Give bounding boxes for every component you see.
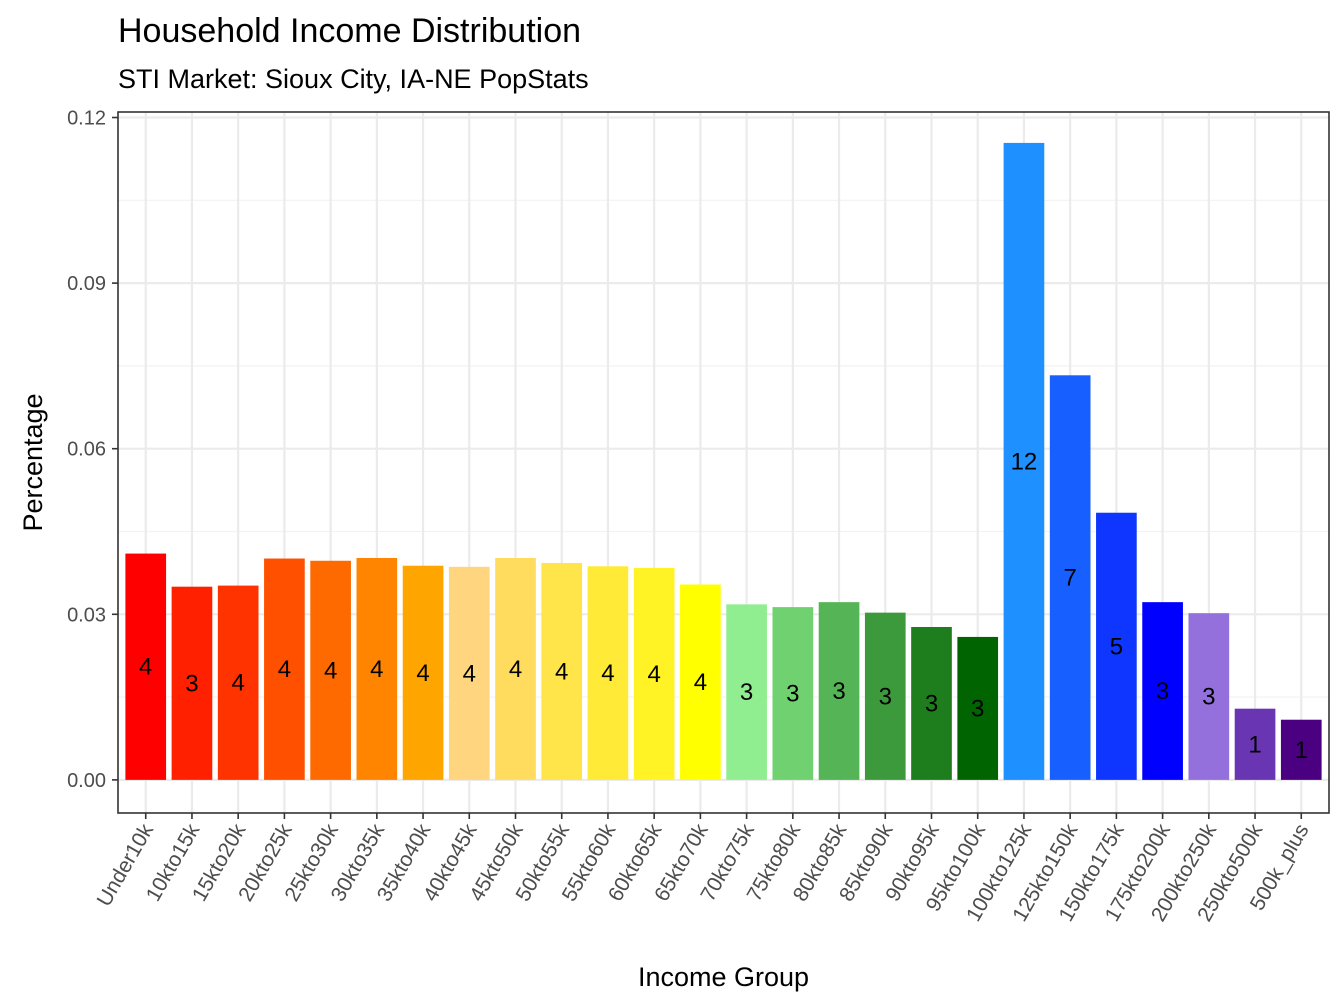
bar-85kto90k bbox=[864, 612, 906, 780]
y-tick-label: 0.06 bbox=[67, 439, 106, 461]
bar-200kto250k bbox=[1188, 613, 1230, 780]
bar-35kto40k bbox=[402, 565, 444, 780]
bar-75kto80k bbox=[772, 607, 814, 780]
bar-20kto25k bbox=[264, 558, 305, 780]
bar-250kto500k bbox=[1234, 708, 1276, 780]
bar-data-label: 4 bbox=[555, 658, 568, 685]
y-axis-title: Percentage bbox=[18, 393, 48, 531]
y-tick-label: 0.12 bbox=[67, 108, 106, 130]
bar-data-label: 4 bbox=[647, 661, 660, 688]
bar-25kto30k bbox=[310, 560, 351, 780]
bar-data-label: 3 bbox=[1202, 684, 1215, 711]
bar-data-label: 3 bbox=[185, 670, 198, 697]
bar-10kto15k bbox=[171, 586, 213, 780]
bar-data-label: 4 bbox=[463, 660, 476, 687]
bar-data-label: 3 bbox=[1156, 678, 1169, 705]
bar-50kto55k bbox=[541, 562, 583, 780]
bar-data-label: 1 bbox=[1295, 737, 1308, 764]
bar-data-label: 1 bbox=[1248, 731, 1261, 758]
bar-30kto35k bbox=[356, 557, 398, 780]
bar-175kto200k bbox=[1142, 602, 1183, 780]
bar-data-label: 3 bbox=[832, 678, 845, 705]
bar-data-label: 3 bbox=[971, 695, 984, 722]
bar-data-label: 4 bbox=[324, 657, 337, 684]
bar-55kto60k bbox=[587, 566, 629, 780]
panel-border bbox=[117, 111, 1330, 814]
bar-data-label: 4 bbox=[601, 660, 614, 687]
bar-45kto50k bbox=[495, 557, 536, 780]
bar-data-label: 4 bbox=[278, 656, 291, 683]
bar-80kto85k bbox=[818, 602, 860, 780]
bar-data-label: 4 bbox=[139, 654, 152, 681]
bar-65kto70k bbox=[680, 584, 721, 780]
bar-data-label: 4 bbox=[509, 656, 522, 683]
bar-data-label: 3 bbox=[925, 690, 938, 717]
bar-data-label: 12 bbox=[1011, 448, 1038, 475]
chart-title: Household Income Distribution bbox=[118, 12, 582, 50]
bar-data-label: 4 bbox=[416, 660, 429, 687]
bar-100kto125k bbox=[1003, 142, 1045, 780]
bar-90kto95k bbox=[911, 626, 952, 780]
bar-data-label: 3 bbox=[786, 680, 799, 707]
y-tick-label: 0.09 bbox=[67, 273, 106, 295]
bar-70kto75k bbox=[726, 604, 767, 780]
bar-500k_plus bbox=[1280, 719, 1322, 780]
bar-data-label: 4 bbox=[231, 670, 244, 697]
bar-data-label: 4 bbox=[694, 669, 707, 696]
bar-under10k bbox=[125, 553, 167, 780]
bar-data-label: 4 bbox=[370, 656, 383, 683]
bar-data-label: 3 bbox=[879, 683, 892, 710]
bar-125kto150k bbox=[1049, 375, 1091, 780]
y-tick-label: 0.03 bbox=[67, 604, 106, 626]
bar-150kto175k bbox=[1096, 512, 1137, 780]
chart-subtitle: STI Market: Sioux City, IA-NE PopStats bbox=[118, 64, 589, 94]
y-tick-label: 0.00 bbox=[67, 770, 106, 792]
bar-data-label: 5 bbox=[1110, 633, 1123, 660]
bar-95kto100k bbox=[957, 636, 999, 780]
bar-60kto65k bbox=[633, 567, 675, 780]
bar-15kto20k bbox=[217, 585, 259, 780]
bar-data-label: 3 bbox=[740, 679, 753, 706]
bar-40kto45k bbox=[448, 566, 490, 780]
bar-data-label: 7 bbox=[1063, 565, 1076, 592]
x-axis-title: Income Group bbox=[638, 962, 809, 992]
